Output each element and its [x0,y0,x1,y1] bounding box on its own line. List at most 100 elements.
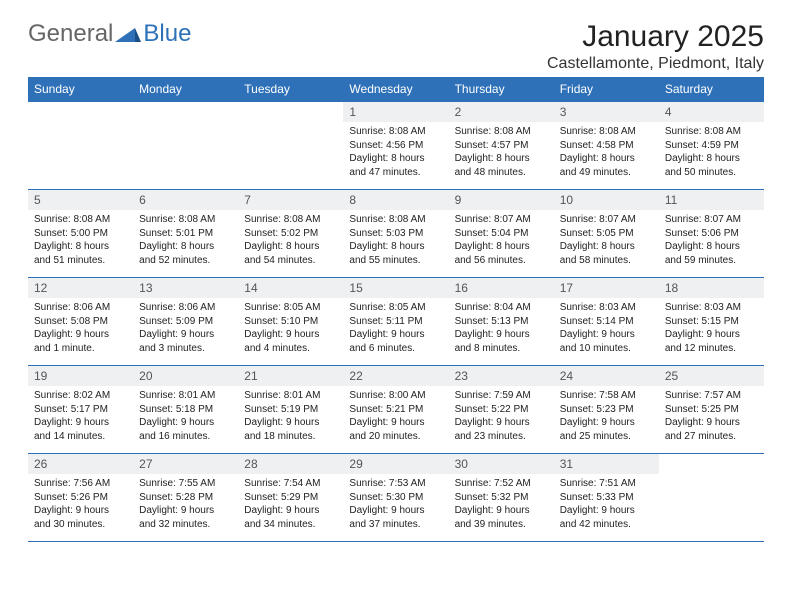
calendar-cell: 24Sunrise: 7:58 AMSunset: 5:23 PMDayligh… [554,366,659,454]
calendar-cell: 12Sunrise: 8:06 AMSunset: 5:08 PMDayligh… [28,278,133,366]
day-number: 1 [343,102,448,122]
weekday-header-row: Sunday Monday Tuesday Wednesday Thursday… [28,77,764,102]
day-data: Sunrise: 8:02 AMSunset: 5:17 PMDaylight:… [28,386,133,447]
day-data: Sunrise: 8:08 AMSunset: 4:57 PMDaylight:… [449,122,554,183]
day-number: 16 [449,278,554,298]
weekday-header: Thursday [449,77,554,102]
day-number: 15 [343,278,448,298]
day-data: Sunrise: 7:56 AMSunset: 5:26 PMDaylight:… [28,474,133,535]
logo-triangle-icon [115,25,141,43]
calendar-cell: 20Sunrise: 8:01 AMSunset: 5:18 PMDayligh… [133,366,238,454]
calendar-cell: 1Sunrise: 8:08 AMSunset: 4:56 PMDaylight… [343,102,448,190]
day-data: Sunrise: 8:08 AMSunset: 5:00 PMDaylight:… [28,210,133,271]
calendar-cell: 28Sunrise: 7:54 AMSunset: 5:29 PMDayligh… [238,454,343,542]
day-data: Sunrise: 7:59 AMSunset: 5:22 PMDaylight:… [449,386,554,447]
weekday-header: Friday [554,77,659,102]
day-data: Sunrise: 8:08 AMSunset: 4:56 PMDaylight:… [343,122,448,183]
title-block: January 2025 Castellamonte, Piedmont, It… [547,20,764,73]
day-number: 11 [659,190,764,210]
day-data: Sunrise: 8:04 AMSunset: 5:13 PMDaylight:… [449,298,554,359]
calendar-cell: 27Sunrise: 7:55 AMSunset: 5:28 PMDayligh… [133,454,238,542]
day-data: Sunrise: 8:00 AMSunset: 5:21 PMDaylight:… [343,386,448,447]
day-data: Sunrise: 8:03 AMSunset: 5:15 PMDaylight:… [659,298,764,359]
calendar-cell: 6Sunrise: 8:08 AMSunset: 5:01 PMDaylight… [133,190,238,278]
calendar-cell: 15Sunrise: 8:05 AMSunset: 5:11 PMDayligh… [343,278,448,366]
calendar-week-row: 5Sunrise: 8:08 AMSunset: 5:00 PMDaylight… [28,190,764,278]
header: General Blue January 2025 Castellamonte,… [28,20,764,73]
day-number: 14 [238,278,343,298]
day-data: Sunrise: 8:05 AMSunset: 5:10 PMDaylight:… [238,298,343,359]
day-data: Sunrise: 7:51 AMSunset: 5:33 PMDaylight:… [554,474,659,535]
day-number: 19 [28,366,133,386]
calendar-cell: 8Sunrise: 8:08 AMSunset: 5:03 PMDaylight… [343,190,448,278]
day-number: 2 [449,102,554,122]
calendar-cell: 25Sunrise: 7:57 AMSunset: 5:25 PMDayligh… [659,366,764,454]
calendar-cell: 16Sunrise: 8:04 AMSunset: 5:13 PMDayligh… [449,278,554,366]
day-number: 30 [449,454,554,474]
day-number: 7 [238,190,343,210]
day-data: Sunrise: 7:58 AMSunset: 5:23 PMDaylight:… [554,386,659,447]
day-data: Sunrise: 8:05 AMSunset: 5:11 PMDaylight:… [343,298,448,359]
day-number: 21 [238,366,343,386]
day-data: Sunrise: 8:07 AMSunset: 5:05 PMDaylight:… [554,210,659,271]
day-number: 9 [449,190,554,210]
calendar-cell: 5Sunrise: 8:08 AMSunset: 5:00 PMDaylight… [28,190,133,278]
logo-text-blue: Blue [143,20,191,48]
day-data: Sunrise: 8:06 AMSunset: 5:09 PMDaylight:… [133,298,238,359]
day-number: 13 [133,278,238,298]
day-number: 3 [554,102,659,122]
day-data: Sunrise: 8:01 AMSunset: 5:19 PMDaylight:… [238,386,343,447]
calendar-cell: 22Sunrise: 8:00 AMSunset: 5:21 PMDayligh… [343,366,448,454]
calendar-cell: 2Sunrise: 8:08 AMSunset: 4:57 PMDaylight… [449,102,554,190]
day-data: Sunrise: 7:52 AMSunset: 5:32 PMDaylight:… [449,474,554,535]
day-data: Sunrise: 8:01 AMSunset: 5:18 PMDaylight:… [133,386,238,447]
day-number: 5 [28,190,133,210]
calendar-cell: 23Sunrise: 7:59 AMSunset: 5:22 PMDayligh… [449,366,554,454]
day-number: 17 [554,278,659,298]
calendar-cell [28,102,133,190]
weekday-header: Saturday [659,77,764,102]
day-data: Sunrise: 8:07 AMSunset: 5:06 PMDaylight:… [659,210,764,271]
weekday-header: Monday [133,77,238,102]
calendar-cell: 18Sunrise: 8:03 AMSunset: 5:15 PMDayligh… [659,278,764,366]
day-number: 23 [449,366,554,386]
calendar-cell [133,102,238,190]
day-number: 31 [554,454,659,474]
calendar-cell: 10Sunrise: 8:07 AMSunset: 5:05 PMDayligh… [554,190,659,278]
day-number: 22 [343,366,448,386]
calendar-cell: 21Sunrise: 8:01 AMSunset: 5:19 PMDayligh… [238,366,343,454]
calendar-cell: 19Sunrise: 8:02 AMSunset: 5:17 PMDayligh… [28,366,133,454]
calendar-document: General Blue January 2025 Castellamonte,… [0,0,792,552]
month-title: January 2025 [547,20,764,53]
day-number: 12 [28,278,133,298]
calendar-cell: 7Sunrise: 8:08 AMSunset: 5:02 PMDaylight… [238,190,343,278]
calendar-cell: 11Sunrise: 8:07 AMSunset: 5:06 PMDayligh… [659,190,764,278]
day-data: Sunrise: 8:08 AMSunset: 5:01 PMDaylight:… [133,210,238,271]
day-data: Sunrise: 8:08 AMSunset: 5:02 PMDaylight:… [238,210,343,271]
calendar-cell [238,102,343,190]
day-data: Sunrise: 8:08 AMSunset: 4:59 PMDaylight:… [659,122,764,183]
day-data: Sunrise: 7:53 AMSunset: 5:30 PMDaylight:… [343,474,448,535]
calendar-cell: 14Sunrise: 8:05 AMSunset: 5:10 PMDayligh… [238,278,343,366]
day-number: 10 [554,190,659,210]
day-data: Sunrise: 8:08 AMSunset: 5:03 PMDaylight:… [343,210,448,271]
calendar-cell: 13Sunrise: 8:06 AMSunset: 5:09 PMDayligh… [133,278,238,366]
day-number: 24 [554,366,659,386]
calendar-week-row: 12Sunrise: 8:06 AMSunset: 5:08 PMDayligh… [28,278,764,366]
calendar-cell: 4Sunrise: 8:08 AMSunset: 4:59 PMDaylight… [659,102,764,190]
day-data: Sunrise: 8:03 AMSunset: 5:14 PMDaylight:… [554,298,659,359]
calendar-cell: 30Sunrise: 7:52 AMSunset: 5:32 PMDayligh… [449,454,554,542]
day-number: 28 [238,454,343,474]
day-data: Sunrise: 7:57 AMSunset: 5:25 PMDaylight:… [659,386,764,447]
calendar-cell: 3Sunrise: 8:08 AMSunset: 4:58 PMDaylight… [554,102,659,190]
day-data: Sunrise: 8:07 AMSunset: 5:04 PMDaylight:… [449,210,554,271]
day-number: 27 [133,454,238,474]
calendar-week-row: 26Sunrise: 7:56 AMSunset: 5:26 PMDayligh… [28,454,764,542]
day-number: 8 [343,190,448,210]
day-number: 6 [133,190,238,210]
calendar-cell: 26Sunrise: 7:56 AMSunset: 5:26 PMDayligh… [28,454,133,542]
day-number: 25 [659,366,764,386]
calendar-body: 1Sunrise: 8:08 AMSunset: 4:56 PMDaylight… [28,102,764,542]
calendar-week-row: 1Sunrise: 8:08 AMSunset: 4:56 PMDaylight… [28,102,764,190]
calendar-week-row: 19Sunrise: 8:02 AMSunset: 5:17 PMDayligh… [28,366,764,454]
